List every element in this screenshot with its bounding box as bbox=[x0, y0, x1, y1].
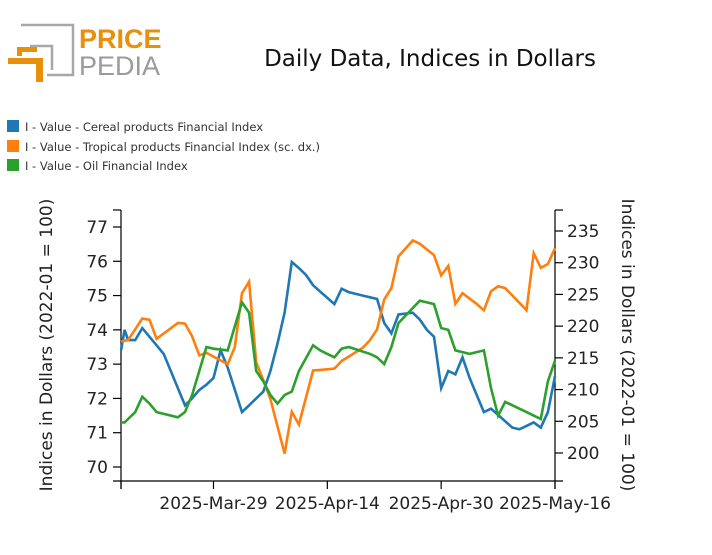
legend: I - Value - Cereal products Financial In… bbox=[7, 120, 320, 173]
right-tick-label: 200 bbox=[567, 444, 599, 464]
logo-pedia-text: PEDIA bbox=[79, 51, 160, 81]
left-tick-label: 76 bbox=[86, 252, 108, 272]
left-tick-label: 75 bbox=[86, 287, 108, 307]
left-tick-label: 73 bbox=[86, 355, 108, 375]
chart-title: Daily Data, Indices in Dollars bbox=[264, 46, 596, 72]
left-tick-label: 70 bbox=[86, 458, 108, 478]
x-tick-label: 2025-May-16 bbox=[499, 494, 611, 514]
legend-swatch-tropical bbox=[7, 140, 19, 152]
right-tick-label: 220 bbox=[567, 317, 599, 337]
left-y-ticks: 70 71 72 73 74 75 76 77 bbox=[86, 218, 121, 478]
left-axis-title: Indices in Dollars (2022-01 = 100) bbox=[37, 199, 57, 492]
legend-swatch-oil bbox=[7, 159, 19, 171]
pricepedia-logo: PRICE PEDIA bbox=[8, 23, 162, 82]
series-line-tropical bbox=[120, 238, 557, 454]
right-tick-label: 205 bbox=[567, 412, 599, 432]
legend-label-oil: I - Value - Oil Financial Index bbox=[25, 159, 188, 173]
series-line-cereal bbox=[119, 259, 557, 431]
logo-frame-outer bbox=[21, 23, 75, 77]
right-tick-label: 235 bbox=[567, 222, 599, 242]
legend-swatch-cereal bbox=[7, 120, 19, 132]
left-tick-label: 74 bbox=[86, 321, 108, 341]
series-line-oil bbox=[121, 299, 557, 424]
x-tick-label: 2025-Apr-14 bbox=[275, 494, 380, 514]
left-tick-label: 71 bbox=[86, 424, 108, 444]
legend-label-tropical: I - Value - Tropical products Financial … bbox=[25, 140, 320, 154]
logo-frame-inner bbox=[30, 44, 54, 70]
logo-bracket-1 bbox=[8, 58, 43, 82]
x-tick-label: 2025-Mar-29 bbox=[159, 494, 267, 514]
x-ticks: 2025-Mar-29 2025-Apr-14 2025-Apr-30 2025-Ma… bbox=[120, 481, 611, 514]
right-tick-label: 210 bbox=[567, 381, 599, 401]
logo-price-text: PRICE bbox=[79, 24, 162, 54]
series-lines bbox=[119, 238, 557, 454]
legend-label-cereal: I - Value - Cereal products Financial In… bbox=[25, 120, 263, 134]
left-tick-label: 77 bbox=[86, 218, 108, 238]
right-y-ticks: 200 205 210 215 220 225 230 235 bbox=[555, 222, 599, 464]
left-tick-label: 72 bbox=[86, 389, 108, 409]
right-tick-label: 215 bbox=[567, 349, 599, 369]
logo-bracket-2 bbox=[17, 47, 37, 56]
right-axis-title: Indices in Dollars (2022-01 = 100) bbox=[617, 199, 637, 492]
right-tick-label: 225 bbox=[567, 285, 599, 305]
right-tick-label: 230 bbox=[567, 254, 599, 274]
x-tick-label: 2025-Apr-30 bbox=[389, 494, 494, 514]
